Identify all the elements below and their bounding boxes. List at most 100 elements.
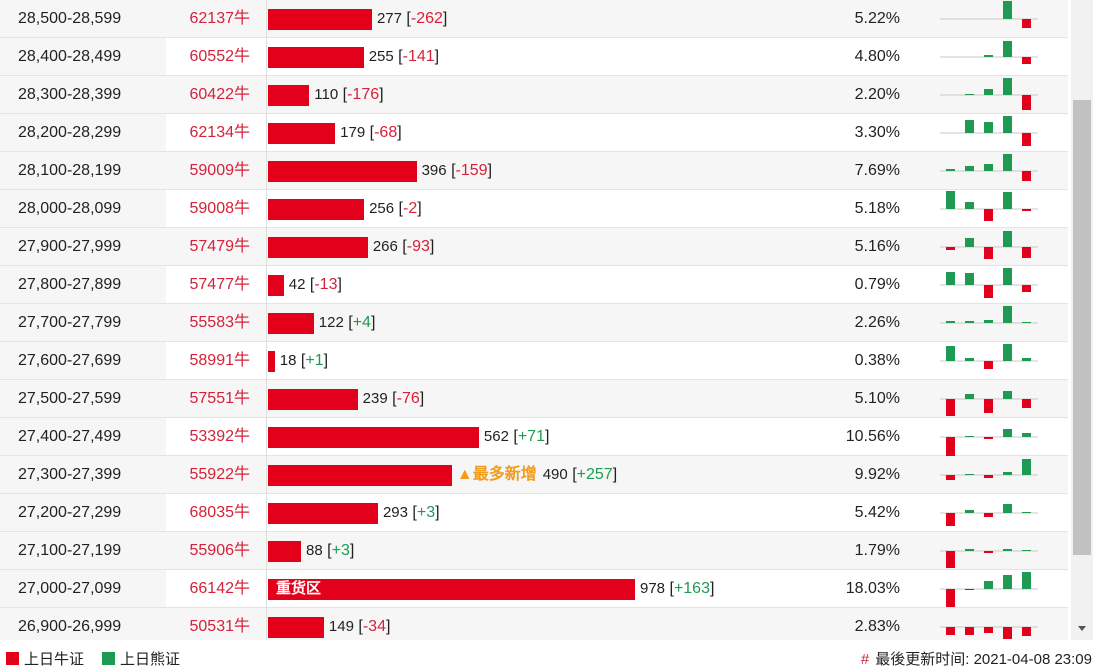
code: 66142牛 [189, 580, 251, 597]
scroll-thumb[interactable] [1073, 100, 1091, 555]
bar-text: 88 +3 [306, 532, 354, 570]
separator [266, 532, 267, 570]
range: 26,900-26,999 [18, 618, 122, 635]
range: 27,300-27,399 [18, 466, 122, 483]
trend-bar [984, 285, 993, 298]
trend-bar [965, 238, 974, 247]
trend-bar [1022, 459, 1031, 475]
percent: 5.42% [854, 504, 900, 521]
scroll-arrow[interactable] [1071, 618, 1093, 638]
percent: 5.10% [854, 390, 900, 407]
bar [268, 237, 368, 258]
row: 28,200-28,299 62134牛 179 -68 3.30% [0, 114, 1068, 152]
volume: 978 [640, 580, 666, 597]
sparkline [940, 459, 1038, 480]
change: +163 [669, 580, 714, 597]
separator [266, 266, 267, 304]
trend-bar [1003, 429, 1012, 437]
code: 57551牛 [189, 390, 251, 407]
code: 59009牛 [189, 162, 251, 179]
bar [268, 47, 364, 68]
trend-bar [1022, 19, 1031, 28]
separator [266, 608, 267, 640]
sparkline [940, 78, 1038, 110]
bar [268, 9, 372, 30]
sparkline [940, 41, 1038, 64]
volume: 179 [340, 124, 366, 141]
sparkline [940, 116, 1038, 146]
trend-bar [984, 627, 993, 633]
trend-bar [946, 272, 955, 285]
bar [268, 427, 479, 448]
percent: 3.30% [854, 124, 900, 141]
code: 50531牛 [189, 618, 251, 635]
trend-bar [1003, 306, 1012, 323]
separator [266, 76, 267, 114]
trend-bar [1022, 322, 1031, 323]
sparkline [940, 231, 1038, 259]
volume: 122 [318, 314, 344, 331]
trend-bar [1022, 285, 1031, 292]
change: -159 [451, 162, 492, 179]
row: 27,600-27,699 58991牛 18 +1 0.38% [0, 342, 1068, 380]
trend-bar [1022, 358, 1031, 361]
code: 55906牛 [189, 542, 251, 559]
volume: 149 [328, 618, 354, 635]
trend-bar [1003, 78, 1012, 95]
separator [266, 304, 267, 342]
trend-bar [965, 589, 974, 590]
sparkline [940, 191, 1038, 221]
trend-bar [946, 551, 955, 568]
trend-bar [1022, 57, 1031, 64]
bar-text: 122 +4 [319, 304, 376, 342]
bar [268, 579, 635, 600]
change: +71 [513, 428, 549, 445]
code: 57479牛 [189, 238, 251, 255]
trend-bar [984, 164, 993, 171]
scrollbar[interactable] [1071, 0, 1093, 640]
trend-bar [984, 551, 993, 553]
trend-bar [1003, 549, 1012, 551]
sparkline [940, 572, 1038, 607]
separator [266, 380, 267, 418]
trend-bar [965, 120, 974, 133]
trend-bar [1003, 504, 1012, 513]
range: 28,100-28,199 [18, 162, 122, 179]
separator [266, 456, 267, 494]
sparkline [940, 429, 1038, 456]
bar [268, 161, 417, 182]
table: 28,500-28,599 62137牛 277 -262 5.22% 28,400-2… [0, 0, 1068, 640]
percent: 9.92% [854, 466, 900, 483]
legend-item: 上日熊证 [102, 650, 180, 670]
bar [268, 313, 314, 334]
bar-text: 562 +71 [484, 418, 550, 456]
trend-bar [1003, 575, 1012, 589]
trend-bar [965, 358, 974, 361]
trend-bar [965, 549, 974, 551]
row: 27,400-27,499 53392牛 562 +71 10.56% [0, 418, 1068, 456]
trend-bar [1022, 133, 1031, 146]
footer: 上日牛证 上日熊证 # 最後更新时间: 2021-04-08 23:09 [0, 648, 1104, 672]
bar [268, 275, 284, 296]
trend-bar [965, 627, 974, 635]
trend-bar [984, 209, 993, 221]
range: 27,600-27,699 [18, 352, 122, 369]
trend-bar [965, 273, 974, 285]
bar-text: 255 -141 [369, 38, 439, 76]
volume: 277 [376, 10, 402, 27]
trend-bar [1003, 627, 1012, 639]
row: 28,300-28,399 60422牛 110 -176 2.20% [0, 76, 1068, 114]
volume: 110 [314, 86, 339, 103]
trend-bar [1003, 41, 1012, 57]
legend-item: 上日牛证 [6, 650, 84, 670]
code: 53392牛 [189, 428, 251, 445]
change: -34 [358, 618, 390, 635]
volume: 18 [279, 352, 297, 369]
code: 60552牛 [189, 48, 251, 65]
change: +4 [348, 314, 375, 331]
range: 27,800-27,899 [18, 276, 122, 293]
range: 27,000-27,099 [18, 580, 122, 597]
separator [266, 570, 267, 608]
bar-text: 18 +1 [280, 342, 328, 380]
volume: 239 [362, 390, 388, 407]
